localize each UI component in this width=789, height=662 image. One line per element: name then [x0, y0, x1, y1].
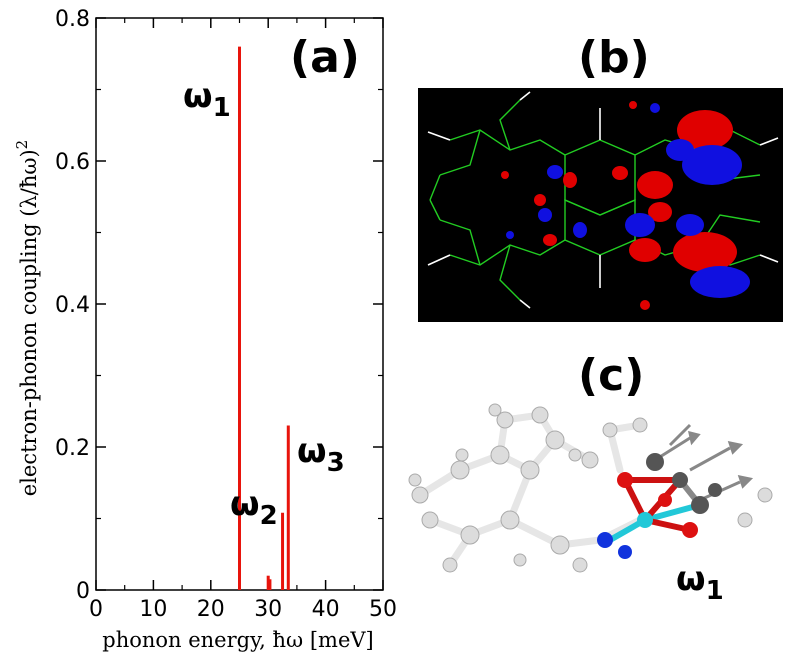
x-tick-label: 20: [197, 597, 225, 622]
y-tick-label: 0.2: [55, 436, 90, 461]
panel-a-chart: 0 10 20 30 40 50 0 0.2 0.4 0.6 0.8 phonon energy,…: [13, 7, 397, 652]
panel-c-label: (c): [578, 350, 644, 401]
y-axis-label: electron-phonon coupling (λ/ħω)2: [13, 140, 41, 496]
bar-series: [238, 46, 290, 590]
panel-b-label: (b): [578, 32, 650, 83]
panel-c-normal-mode-image: (c): [408, 350, 773, 606]
y-axis-ticks: 0 0.2 0.4 0.6 0.8: [55, 7, 383, 604]
x-tick-label: 50: [369, 597, 397, 622]
omega-2-annotation: ω2: [230, 484, 278, 531]
panel-b-orbital-image: (b): [418, 32, 783, 322]
omega-1-annotation: ω1: [183, 76, 231, 123]
x-tick-label: 10: [139, 597, 167, 622]
orbital-lobes-red: [501, 101, 737, 310]
x-tick-label: 30: [254, 597, 282, 622]
y-tick-label: 0.4: [55, 293, 90, 318]
x-axis-ticks: 0 10 20 30 40 50: [89, 18, 397, 622]
atoms-light: [408, 403, 773, 573]
panel-a-label: (a): [290, 32, 360, 83]
omega-3-annotation: ω3: [297, 431, 345, 478]
atoms-nitrogen: [597, 532, 632, 559]
orbital-lobes-blue: [506, 103, 750, 298]
y-tick-label: 0.8: [55, 7, 90, 32]
bar-annotations: ω1 ω2 ω3: [183, 76, 345, 531]
y-tick-label: 0: [76, 579, 90, 604]
x-axis-label: phonon energy, ħω [meV]: [102, 628, 373, 652]
panel-c-mode-label: ω1: [676, 559, 724, 606]
atoms-oxygen: [617, 472, 698, 538]
x-tick-label: 40: [312, 597, 340, 622]
y-tick-label: 0.6: [55, 150, 90, 175]
atoms-dark: [646, 453, 722, 514]
molecule-hydrogens: [427, 91, 779, 309]
metal-atom: [637, 512, 653, 528]
x-tick-label: 0: [89, 597, 103, 622]
